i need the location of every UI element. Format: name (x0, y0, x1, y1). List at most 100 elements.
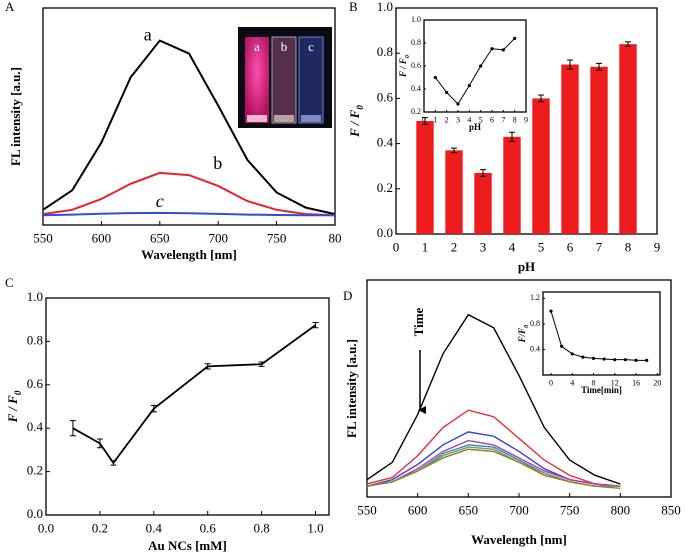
x-tick-label: 0.2 (92, 520, 108, 535)
x-tick-label: 700 (208, 230, 228, 245)
y-axis-label-part: F/F (517, 328, 527, 344)
data-point (560, 344, 564, 348)
panel-label: A (5, 0, 15, 14)
y-tick-label: 0.8 (27, 332, 43, 347)
x-axis-label: pH (518, 259, 535, 274)
data-line (366, 448, 621, 490)
cuvette-base (247, 115, 267, 122)
bar (474, 172, 492, 234)
inset-label: c (308, 39, 314, 54)
x-tick-label: 4 (467, 116, 471, 125)
cuvette-base (301, 115, 321, 122)
y-tick-label: 1.0 (27, 289, 43, 304)
plot-frame (423, 19, 527, 113)
cuvette (271, 36, 297, 124)
x-axis-label: Wavelength [nm] (471, 532, 567, 547)
y-axis-label-part: 0 (404, 54, 411, 58)
y-tick-label: 0.4 (530, 344, 540, 353)
cuvette (245, 37, 269, 123)
x-tick-label: 6 (567, 239, 574, 254)
x-tick-label: 850 (661, 502, 681, 517)
x-tick-label: 8 (625, 239, 632, 254)
data-point (467, 83, 471, 88)
data-point (513, 36, 517, 41)
panel-label: B (349, 0, 358, 14)
x-tick-label: 600 (408, 502, 428, 517)
y-axis-label: FL intensity [a.u.] (344, 339, 359, 438)
y-axis-label: F / F0 (398, 54, 411, 78)
x-tick-label: 2 (451, 239, 458, 254)
x-tick-label: 4 (509, 239, 516, 254)
x-tick-label: 7 (596, 239, 603, 254)
data-point (445, 90, 449, 95)
y-tick-label: 0.0 (27, 506, 43, 521)
y-tick-label: 0.2 (377, 180, 393, 195)
plot-frame (42, 7, 336, 226)
y-tick-label: 0.6 (377, 89, 394, 104)
y-tick-label: 0.8 (377, 44, 393, 59)
y-tick-label: 1.0 (411, 15, 421, 24)
bar (532, 98, 550, 235)
data-point (634, 358, 638, 362)
x-tick-label: 650 (150, 230, 170, 245)
x-tick-label: 80 (329, 230, 342, 245)
error-bar (567, 59, 573, 70)
y-tick-label: 0.8 (530, 319, 540, 328)
y-axis-label-part: 0 (523, 324, 530, 328)
error-bar (509, 131, 515, 142)
data-point (501, 48, 505, 52)
error-bar (150, 404, 157, 413)
y-axis-label-part: 0 (13, 390, 23, 395)
data-point (613, 358, 617, 362)
x-tick-label: 0.6 (200, 520, 217, 535)
x-tick-label: 1.0 (307, 520, 323, 535)
x-axis-label: Au NCs [mM] (148, 538, 227, 553)
plot-frame (542, 291, 661, 376)
x-tick-label: 6 (490, 116, 494, 125)
inset-label: a (254, 39, 260, 54)
data-line (550, 311, 647, 361)
x-tick-label: 12 (611, 379, 619, 388)
plot-frame (45, 297, 330, 516)
data-line (42, 171, 336, 217)
error-bar (451, 147, 457, 154)
error-bar (596, 62, 602, 71)
y-tick-label: 0.8 (411, 38, 421, 47)
y-axis-label: F / F0 (347, 105, 365, 138)
error-bar (258, 361, 265, 367)
error-bar (110, 460, 117, 466)
data-line (72, 324, 317, 465)
y-tick-label: 0.2 (411, 107, 421, 116)
annotation: Time (411, 307, 426, 336)
data-point (549, 309, 553, 313)
x-tick-label: 7 (501, 116, 505, 125)
x-tick-label: 800 (611, 502, 631, 517)
data-point (623, 358, 628, 362)
bar (590, 66, 608, 234)
series-label: a (144, 25, 152, 45)
x-tick-label: 8 (513, 116, 517, 125)
x-tick-label: 9 (524, 116, 528, 125)
y-tick-label: 1.2 (530, 293, 540, 302)
y-axis-label: F / F0 (5, 390, 23, 423)
data-point (433, 75, 437, 80)
data-line (366, 431, 621, 487)
error-bar (538, 94, 544, 103)
x-tick-label: 0 (549, 379, 553, 388)
data-line (366, 439, 621, 487)
x-tick-label: 650 (459, 502, 479, 517)
y-axis-label-part: F / F (398, 58, 408, 78)
y-tick-label: 0.0 (377, 225, 393, 240)
bar (503, 136, 521, 234)
data-point (591, 356, 596, 360)
y-tick-label: 0.6 (27, 376, 44, 391)
x-tick-label: 550 (33, 230, 53, 245)
y-axis-label: FL intensity [a.u.] (8, 67, 23, 166)
x-tick-label: 1 (422, 239, 429, 254)
x-tick-label: 700 (509, 502, 529, 517)
x-tick-label: 750 (267, 230, 287, 245)
x-axis-label: pH (469, 122, 481, 132)
panel-label: D (343, 288, 352, 303)
x-tick-label: 0 (393, 239, 400, 254)
